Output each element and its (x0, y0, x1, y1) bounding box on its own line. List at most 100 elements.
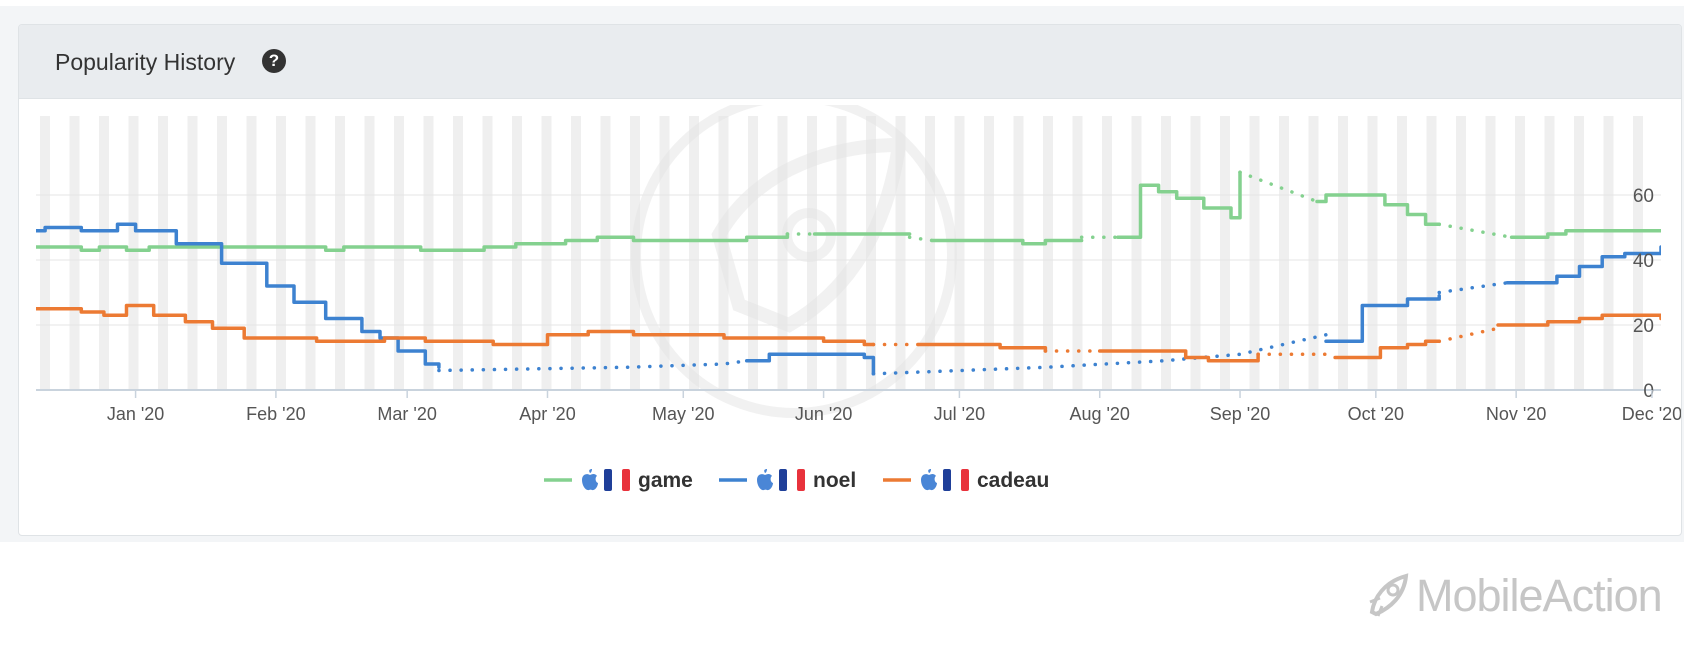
series-layer (36, 170, 1661, 376)
chart-stripe (1190, 116, 1201, 390)
x-tick-label: Oct '20 (1348, 404, 1404, 424)
legend-item-cadeau[interactable]: cadeau (883, 469, 1049, 492)
chart-stripe (1308, 116, 1319, 390)
chart-stripe (1279, 116, 1289, 390)
series-cadeau-solid-segment (1496, 313, 1661, 327)
brand-logo: MobileAction (1366, 568, 1666, 622)
x-tick-label: Jul '20 (934, 404, 985, 424)
mobileaction-rocket-icon (1369, 573, 1409, 617)
chart-stripe (305, 116, 316, 390)
apple-icon-leaf (928, 469, 931, 473)
y-tick-label: 60 (1633, 186, 1654, 207)
chart-stripe (1249, 116, 1260, 390)
popularity-history-card: Popularity History ? 0 20 40 60 Jan '20 Feb … (18, 24, 1682, 536)
popularity-chart: 0 20 40 60 Jan '20 Feb '20 Mar '20 Apr '20 May … (36, 105, 1681, 492)
chart-stripe (128, 116, 139, 390)
series-game-solid-segment (1509, 229, 1661, 240)
x-tick-label: Mar '20 (377, 404, 436, 424)
chart-stripe (187, 116, 198, 390)
chart-stripe (984, 116, 994, 390)
series-game-solid-segment (1315, 193, 1441, 227)
series-cadeau-solid-segment (36, 303, 876, 347)
chart-stripe (335, 116, 345, 390)
apple-icon-body (757, 474, 773, 491)
flag-white (613, 469, 621, 491)
legend-item-game[interactable]: game (544, 469, 693, 492)
series-cadeau-solid-segment (1333, 339, 1441, 360)
apple-icon-leaf (589, 469, 592, 473)
question-circle-icon[interactable]: ? (262, 49, 286, 73)
chart-stripe (1043, 116, 1053, 390)
chart-stripe (1102, 116, 1112, 390)
apple-icon-body (921, 474, 937, 491)
flag-red (797, 469, 805, 491)
series-noel-dotted-segment (871, 333, 1328, 376)
chart-stripe (1338, 116, 1348, 390)
flag-red (622, 469, 630, 491)
series-game-dotted-segment (907, 235, 934, 243)
series-noel-dotted-segment (1437, 281, 1509, 295)
chart-stripe (571, 116, 581, 390)
chart-stripe (541, 116, 552, 390)
x-axis: Jan '20 Feb '20 Mar '20 Apr '20 May '20 Jun '… (107, 390, 1681, 424)
chart-stripe (777, 116, 788, 390)
chart-stripe (158, 116, 168, 390)
chart-stripe (866, 116, 876, 390)
chart-stripe (925, 116, 935, 390)
chart-stripe (689, 116, 699, 390)
legend-label: cadeau (977, 469, 1049, 492)
chart-stripe (1544, 116, 1555, 390)
flag-blue (779, 469, 787, 491)
chart-stripe (1515, 116, 1525, 390)
chart-stripe (276, 116, 286, 390)
legend-label: noel (813, 469, 856, 492)
chart-stripe (748, 116, 758, 390)
apple-icon (582, 469, 598, 491)
chart-stripe (423, 116, 434, 390)
card-header: Popularity History ? (19, 25, 1681, 99)
y-axis: 0 20 40 60 (1633, 186, 1654, 402)
series-game (36, 170, 1661, 253)
series-cadeau (36, 303, 1661, 363)
chart-stripe (1013, 116, 1024, 390)
chart-stripe (836, 116, 847, 390)
legend-label: game (638, 469, 693, 492)
series-noel-solid-segment (1505, 245, 1661, 285)
chart-stripe (482, 116, 493, 390)
series-game-solid-segment (36, 232, 790, 253)
france-flag-icon (779, 469, 805, 491)
card-title: Popularity History (55, 49, 236, 75)
chart-stripe (364, 116, 375, 390)
brand-name: MobileAction (1416, 570, 1663, 621)
x-tick-label: Aug '20 (1069, 404, 1130, 424)
legend-item-noel[interactable]: noel (719, 469, 856, 492)
x-tick-label: May '20 (652, 404, 714, 424)
x-tick-label: Sep '20 (1210, 404, 1271, 424)
series-noel-solid-segment (36, 222, 441, 370)
x-tick-label: Jan '20 (107, 404, 164, 424)
flag-red (961, 469, 969, 491)
chart-stripe (512, 116, 522, 390)
chart-stripe (1397, 116, 1407, 390)
chart-stripe (69, 116, 80, 390)
flag-white (952, 469, 960, 491)
chart-stripe (394, 116, 404, 390)
series-cadeau-dotted-segment (1437, 326, 1500, 344)
series-game-dotted-segment (1437, 222, 1514, 240)
chart-stripe (1131, 116, 1142, 390)
apple-icon-body (582, 474, 598, 491)
flag-white (788, 469, 796, 491)
chart-stripe (895, 116, 906, 390)
y-tick-label: 40 (1633, 251, 1654, 272)
chart-stripe (99, 116, 109, 390)
chart-stripe (1426, 116, 1437, 390)
x-tick-label: Apr '20 (519, 404, 575, 424)
series-cadeau-solid-segment (916, 342, 1048, 353)
flag-blue (604, 469, 612, 491)
chart-stripe (40, 116, 50, 390)
series-noel-solid-segment (744, 352, 876, 376)
chart-stripe (1161, 116, 1171, 390)
x-tick-label: Dec '20 (1622, 404, 1681, 424)
legend: game noel cadeau (544, 469, 1049, 492)
chart-stripe (1603, 116, 1614, 390)
